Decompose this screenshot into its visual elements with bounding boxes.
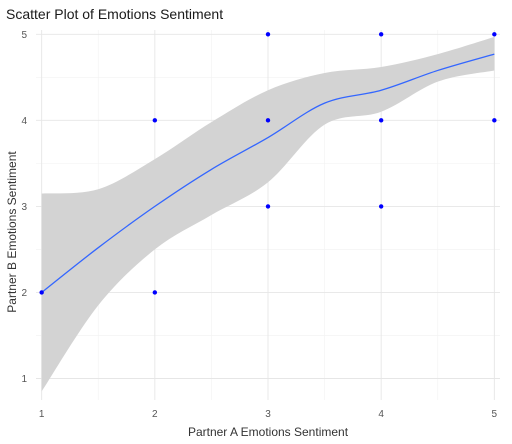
data-point	[378, 32, 384, 37]
x-tick-label: 5	[492, 409, 498, 420]
data-point	[492, 32, 497, 37]
y-axis-ticks: 1 2 3 4 5	[21, 30, 27, 385]
data-point	[265, 32, 271, 37]
data-point	[265, 118, 271, 123]
data-point	[492, 118, 497, 123]
x-axis-ticks: 1 2 3 4 5	[39, 409, 498, 420]
x-tick-label: 2	[152, 409, 158, 420]
data-point	[378, 118, 384, 123]
y-tick-label: 1	[21, 374, 27, 385]
y-tick-label: 2	[21, 288, 27, 299]
data-point	[152, 290, 158, 295]
x-tick-label: 4	[378, 409, 384, 420]
x-axis-title: Partner A Emotions Sentiment	[188, 425, 349, 439]
data-point	[152, 118, 158, 123]
data-point	[378, 204, 384, 209]
y-tick-label: 5	[21, 30, 27, 41]
y-tick-label: 3	[21, 202, 27, 213]
confidence-band	[41, 36, 495, 392]
chart-title: Scatter Plot of Emotions Sentiment	[6, 6, 223, 22]
data-point	[39, 290, 44, 295]
y-axis-title: Partner B Emotions Sentiment	[5, 151, 19, 313]
x-tick-label: 1	[39, 409, 45, 420]
data-point	[265, 204, 271, 209]
fit-line-layer	[41, 53, 495, 293]
data-points	[39, 32, 497, 295]
x-tick-label: 3	[265, 409, 271, 420]
confidence-band-layer	[41, 36, 495, 392]
y-tick-label: 4	[21, 116, 27, 127]
smooth-fit-line	[41, 53, 495, 293]
